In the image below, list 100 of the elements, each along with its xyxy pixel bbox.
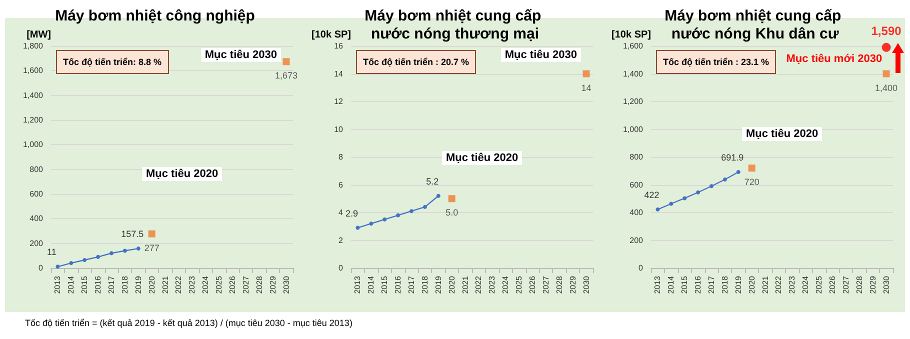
y-tick-label: 4 (338, 208, 344, 217)
y-tick-label: 14 (334, 69, 344, 78)
x-tick-label: 2013 (653, 275, 662, 294)
x-tick-label: 2019 (434, 275, 443, 294)
x-tick-label: 2019 (134, 275, 143, 294)
x-tick-label: 2024 (501, 275, 510, 294)
x-tick-label: 2018 (720, 275, 730, 294)
annotation: Mục tiêu 2020 (142, 166, 222, 181)
data-label: 277 (144, 242, 160, 253)
x-tick-label: 2017 (407, 275, 416, 294)
y-tick-label: 1,400 (622, 69, 644, 78)
x-tick-label: 2027 (841, 275, 850, 294)
x-tick-label: 2025 (514, 275, 524, 294)
x-tick-label: 2013 (53, 275, 62, 294)
x-tick-label: 2014 (66, 275, 76, 294)
point (748, 164, 756, 172)
x-tick-label: 2016 (94, 275, 103, 294)
x-tick-label: 2021 (160, 275, 170, 294)
series-label: Mục tiêu mới 2030 (786, 53, 882, 66)
x-tick-label: 2023 (488, 275, 497, 294)
x-tick-label: 2020 (447, 275, 456, 294)
annotation: Tốc độ tiến triển : 23.1 % (656, 50, 776, 74)
x-tick-label: 2028 (854, 275, 864, 294)
data-label: 5.2 (426, 176, 439, 186)
x-tick-label: 2015 (80, 275, 90, 294)
x-tick-label: 2024 (201, 275, 210, 294)
data-label: 1,400 (875, 82, 898, 93)
x-tick-label: 2017 (707, 275, 716, 294)
point (69, 261, 74, 266)
x-tick-label: 2020 (147, 275, 156, 294)
point (110, 251, 114, 256)
x-tick-label: 2019 (734, 275, 743, 294)
data-label: 11 (47, 247, 56, 258)
x-tick-label: 2029 (868, 275, 878, 294)
x-tick-label: 2022 (474, 275, 484, 294)
point (96, 254, 100, 259)
y-axis-title: [10k SP] (612, 30, 651, 40)
x-tick-label: 2016 (694, 275, 703, 294)
x-tick-label: 2014 (366, 275, 376, 294)
x-tick-label: 2023 (188, 275, 197, 294)
x-tick-label: 2027 (541, 275, 550, 294)
y-tick-label: 16 (334, 42, 344, 50)
chart-title: Máy bơm nhiệt công nghiệp (55, 8, 255, 24)
data-label: 157.5 (121, 229, 144, 240)
x-tick-label: 2026 (228, 275, 237, 294)
x-tick-label: 2025 (814, 275, 824, 294)
point (736, 170, 740, 174)
x-tick-label: 2028 (554, 275, 564, 294)
y-tick-label: 600 (630, 180, 644, 190)
y-tick-label: 0 (38, 264, 44, 272)
x-tick-label: 2013 (353, 275, 362, 294)
point (696, 190, 700, 194)
y-tick-label: 1,200 (622, 97, 644, 106)
point (882, 70, 890, 78)
y-tick-label: 1,000 (622, 124, 644, 134)
x-tick-label: 2020 (747, 275, 756, 294)
x-tick-label: 2021 (460, 275, 470, 294)
x-tick-label: 2016 (394, 275, 403, 294)
y-tick-label: 0 (338, 264, 344, 272)
y-axis-title: [MW] (26, 30, 51, 40)
y-tick-label: 6 (338, 180, 344, 190)
point (396, 213, 400, 218)
x-tick-label: 2025 (214, 275, 224, 294)
x-tick-label: 2030 (882, 275, 891, 294)
point (369, 222, 374, 226)
point (382, 217, 387, 222)
x-tick-label: 2021 (760, 275, 770, 294)
point (722, 177, 727, 182)
y-tick-label: 400 (30, 214, 44, 224)
data-label: 422 (644, 190, 660, 200)
point (422, 204, 427, 209)
y-tick-label: 1,400 (22, 90, 44, 100)
point (582, 70, 590, 78)
x-tick-label: 2029 (568, 275, 578, 294)
y-tick-label: 1,200 (22, 116, 44, 124)
point (682, 196, 687, 200)
y-tick-label: 2 (338, 236, 344, 245)
point (448, 195, 456, 202)
point (282, 58, 290, 66)
y-tick-label: 12 (334, 97, 344, 106)
point (436, 194, 440, 198)
point (669, 202, 674, 206)
data-label: 14 (581, 82, 592, 93)
point (148, 230, 156, 238)
point (136, 246, 140, 251)
x-tick-label: 2026 (828, 275, 837, 294)
y-tick-label: 800 (30, 164, 44, 174)
chart-title: Máy bơm nhiệt cung cấp nước nóng thương mại (364, 8, 546, 42)
data-label: 691.9 (721, 152, 744, 162)
x-tick-label: 2023 (788, 275, 797, 294)
annotation: Mục tiêu 2020 (442, 151, 522, 166)
x-tick-label: 2015 (680, 275, 690, 294)
annotation: Mục tiêu 2030 (200, 48, 281, 62)
y-tick-label: 1,600 (622, 42, 644, 50)
y-tick-label: 800 (630, 152, 644, 162)
y-tick-label: 1,600 (22, 66, 44, 76)
x-tick-label: 2028 (254, 275, 264, 294)
annotation: Mục tiêu 2020 (742, 126, 822, 141)
data-label: 2.9 (345, 208, 358, 218)
x-tick-label: 2022 (774, 275, 784, 294)
